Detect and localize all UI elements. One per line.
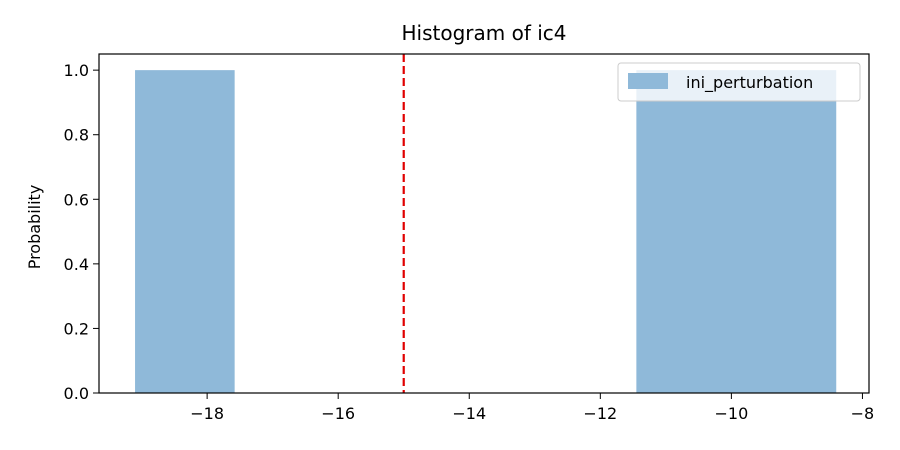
histogram-bar xyxy=(135,70,235,394)
x-tick-label: −10 xyxy=(715,404,749,423)
y-ticks-layer: 0.0 0.2 0.4 0.6 0.8 1.0 xyxy=(64,61,99,403)
y-tick-label: 1.0 xyxy=(64,61,89,80)
legend-swatch xyxy=(628,73,668,89)
x-tick-label: −14 xyxy=(452,404,486,423)
x-tick-label: −16 xyxy=(321,404,355,423)
y-tick-label: 0.2 xyxy=(64,319,89,338)
plot-frame xyxy=(98,53,870,394)
y-tick-label: 0.8 xyxy=(64,126,89,145)
histogram-bar xyxy=(636,70,837,394)
x-tick-label: −18 xyxy=(190,404,224,423)
y-axis-label: Probability xyxy=(25,185,44,270)
y-tick-label: 0.4 xyxy=(64,255,89,274)
y-tick-label: 0.6 xyxy=(64,190,89,209)
x-tick-label: −12 xyxy=(583,404,617,423)
chart-title: Histogram of ic4 xyxy=(401,21,566,45)
bars-layer xyxy=(135,70,837,394)
legend: ini_perturbation xyxy=(617,62,861,102)
legend-label: ini_perturbation xyxy=(686,73,813,93)
y-tick-label: 0.0 xyxy=(64,384,89,403)
x-tick-label: −8 xyxy=(851,404,875,423)
x-ticks-layer: −18 −16 −14 −12 −10 −8 xyxy=(190,393,874,423)
legend-box xyxy=(617,62,861,102)
